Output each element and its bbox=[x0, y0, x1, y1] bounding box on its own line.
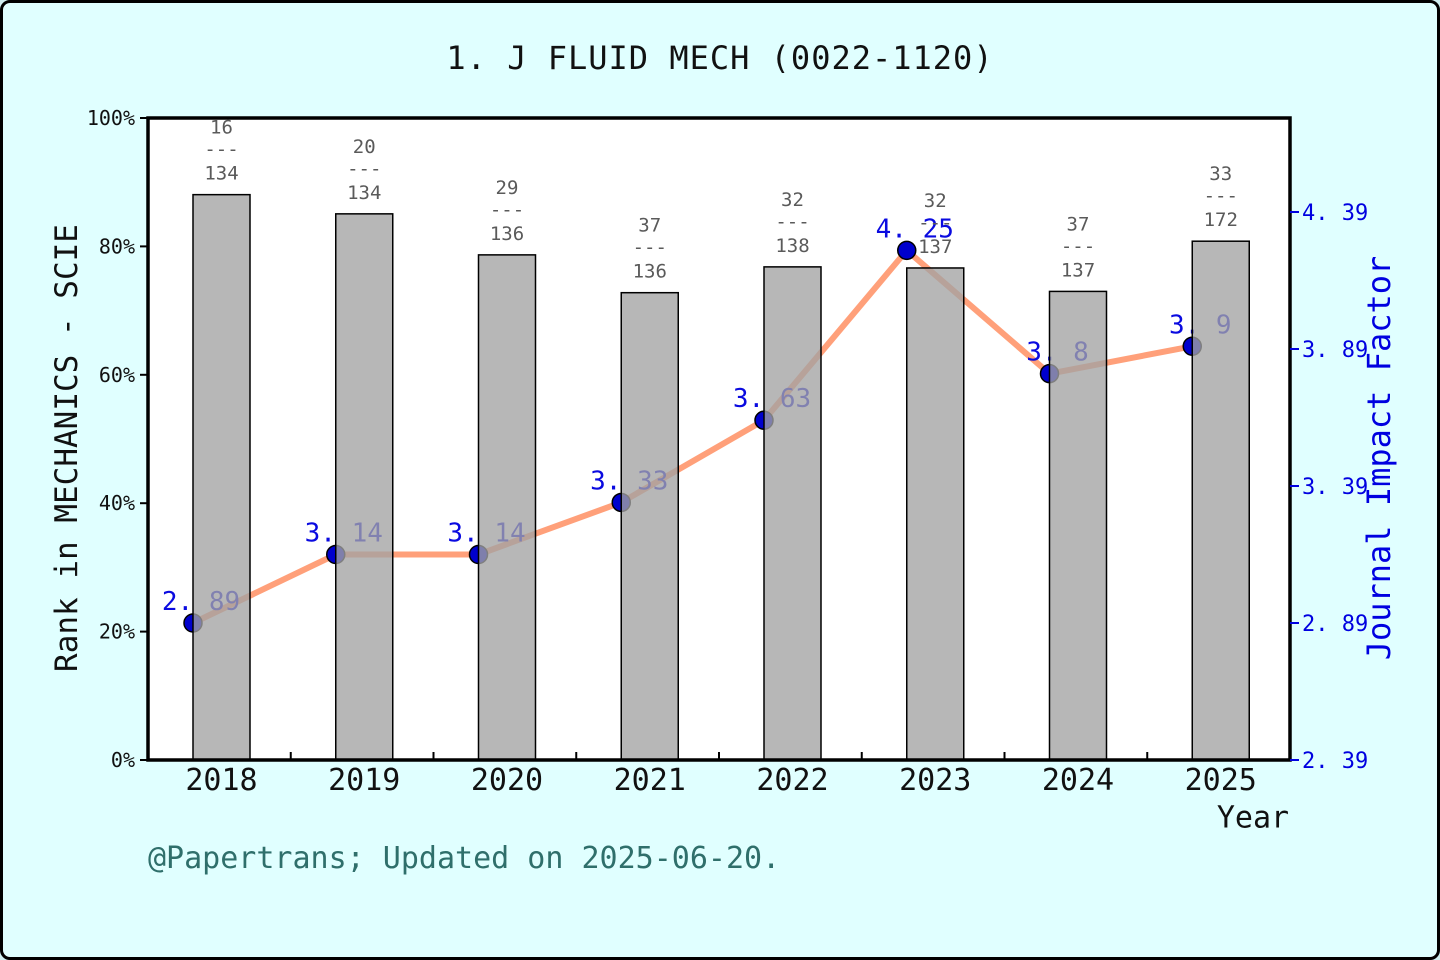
axes-layer: 0% 20% 40% 60% 80% 100% 2. 39 2. 89 3. 39 3. 89 4.… bbox=[87, 106, 1368, 798]
left-tick-label: 0% bbox=[111, 748, 135, 772]
fraction-separator: --- bbox=[490, 199, 524, 221]
rank-fraction-2020: 29---136 bbox=[490, 177, 524, 245]
year-tick-label-2024: 2024 bbox=[1042, 763, 1114, 798]
year-tick-label-2023: 2023 bbox=[899, 763, 971, 798]
rank-bar-2025 bbox=[1191, 240, 1250, 761]
rank-fraction-2023: 32---137 bbox=[918, 190, 952, 258]
rank-bar-2022 bbox=[763, 266, 822, 761]
chart-plot: 2. 893. 143. 143. 333. 634. 253. 83. 9 1… bbox=[87, 106, 1368, 798]
year-tick-label-2022: 2022 bbox=[756, 763, 828, 798]
right-tick-label: 3. 89 bbox=[1302, 338, 1368, 363]
rank-bar-2020 bbox=[477, 254, 537, 761]
rank-numerator: 32 bbox=[924, 190, 947, 212]
right-tick-label: 2. 89 bbox=[1302, 612, 1368, 637]
impact-factor-label-2023: 4. 25 bbox=[876, 214, 954, 244]
fraction-separator: --- bbox=[347, 158, 381, 180]
rank-numerator: 33 bbox=[1209, 163, 1232, 185]
year-tick-label-2021: 2021 bbox=[614, 763, 686, 798]
rank-numerator: 16 bbox=[210, 117, 233, 139]
rank-fraction-2019: 20---134 bbox=[347, 136, 381, 204]
fraction-separator: --- bbox=[204, 139, 238, 161]
rank-denominator: 137 bbox=[918, 236, 952, 258]
rank-denominator: 137 bbox=[1061, 259, 1095, 281]
left-tick-label: 100% bbox=[87, 106, 135, 130]
rank-bar-2018 bbox=[192, 193, 251, 761]
chart-title: 1. J FLUID MECH (0022-1120) bbox=[446, 39, 994, 77]
rank-fraction-2024: 37---137 bbox=[1061, 213, 1095, 281]
plot-area bbox=[148, 118, 1290, 760]
rank-fraction-2022: 32---138 bbox=[775, 189, 809, 257]
fraction-separator: --- bbox=[1061, 235, 1095, 257]
rank-bar-2024 bbox=[1048, 290, 1108, 761]
rank-numerator: 37 bbox=[1067, 213, 1090, 235]
plot-background bbox=[148, 118, 1290, 760]
rank-denominator: 172 bbox=[1204, 209, 1238, 231]
right-tick-label: 3. 39 bbox=[1302, 475, 1368, 500]
right-tick-label: 4. 39 bbox=[1302, 201, 1368, 226]
rank-bar-2023 bbox=[906, 267, 965, 761]
footer-credit: @Papertrans; Updated on 2025-06-20. bbox=[148, 841, 781, 876]
left-tick-label: 60% bbox=[99, 363, 135, 387]
fraction-separator: --- bbox=[775, 211, 809, 233]
rank-numerator: 20 bbox=[353, 136, 376, 158]
rank-bar-2021 bbox=[620, 291, 679, 761]
fraction-separator: --- bbox=[633, 237, 667, 259]
rank-bars-layer bbox=[192, 193, 1250, 761]
left-tick-label: 20% bbox=[99, 620, 135, 644]
rank-fraction-2018: 16---134 bbox=[204, 117, 238, 185]
right-tick-label: 2. 39 bbox=[1302, 749, 1368, 774]
data-point-2023 bbox=[897, 240, 917, 261]
rank-numerator: 32 bbox=[781, 189, 804, 211]
rank-denominator: 134 bbox=[347, 182, 381, 204]
left-tick-label: 80% bbox=[99, 234, 135, 258]
rank-bar-2019 bbox=[335, 213, 394, 761]
rank-numerator: 37 bbox=[638, 215, 661, 237]
rank-fraction-2025: 33---172 bbox=[1204, 163, 1238, 231]
rank-denominator: 136 bbox=[490, 223, 524, 245]
x-axis-title: Year bbox=[1216, 800, 1290, 836]
year-tick-label-2018: 2018 bbox=[185, 763, 257, 798]
rank-denominator: 134 bbox=[204, 163, 238, 185]
rank-denominator: 138 bbox=[775, 235, 809, 257]
rank-denominator: 136 bbox=[633, 261, 667, 283]
year-tick-label-2019: 2019 bbox=[328, 763, 400, 798]
left-tick-label: 40% bbox=[99, 491, 135, 515]
fraction-separator: --- bbox=[918, 212, 952, 234]
rank-fraction-2021: 37---136 bbox=[633, 215, 667, 283]
fraction-separator: --- bbox=[1204, 185, 1238, 207]
year-tick-label-2025: 2025 bbox=[1185, 763, 1257, 798]
year-tick-label-2020: 2020 bbox=[471, 763, 543, 798]
rank-numerator: 29 bbox=[496, 177, 519, 199]
